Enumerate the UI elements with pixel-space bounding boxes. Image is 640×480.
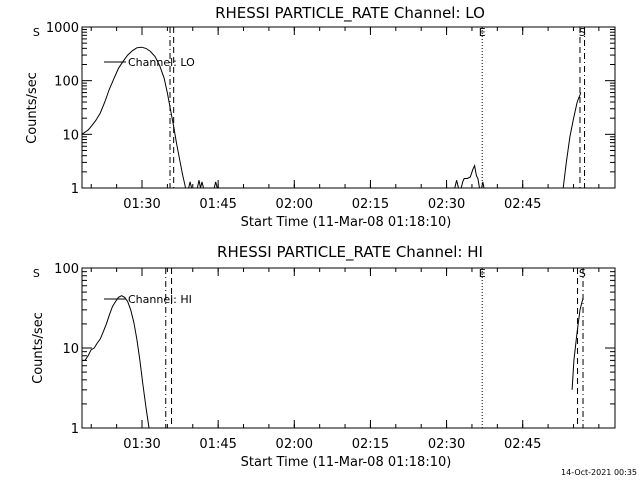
event-marker-label: E <box>479 267 486 280</box>
x-axis-label: Start Time (11-Mar-08 01:18:10) <box>241 215 452 230</box>
event-marker-label: S <box>579 267 586 280</box>
x-axis-label: Start Time (11-Mar-08 01:18:10) <box>241 455 452 470</box>
y-tick-label: 100 <box>54 75 79 90</box>
x-tick-label: 01:45 <box>199 197 236 212</box>
y-tick-label: 10 <box>62 342 79 357</box>
x-tick-label: 02:00 <box>276 437 313 452</box>
event-marker-label: S <box>33 267 40 280</box>
x-tick-label: 01:30 <box>123 437 160 452</box>
chart-panel-lo: RHESSI PARTICLE_RATE Channel: LO Start T… <box>25 4 616 230</box>
plot-frame <box>81 26 616 189</box>
x-tick-label: 02:15 <box>352 197 389 212</box>
y-tick-label: 10 <box>62 128 79 143</box>
legend-label: Channel: LO <box>128 56 195 69</box>
series-line <box>562 92 582 189</box>
x-tick-label: 01:30 <box>123 197 160 212</box>
y-axis-label: Counts/sec <box>31 312 46 384</box>
y-tick-label: 1000 <box>46 21 79 36</box>
series-line <box>454 180 459 189</box>
event-marker-label: S <box>579 26 586 39</box>
x-tick-label: 02:00 <box>276 197 313 212</box>
x-tick-label: 02:45 <box>504 437 541 452</box>
plot-frame <box>81 267 616 429</box>
y-tick-label: 1 <box>71 182 79 197</box>
series-line <box>82 295 150 429</box>
x-tick-label: 02:45 <box>504 197 541 212</box>
series-line <box>213 181 218 189</box>
y-axis-label: Counts/sec <box>25 72 40 144</box>
legend-label: Channel: HI <box>128 293 192 306</box>
x-tick-label: 01:45 <box>199 437 236 452</box>
y-tick-label: 1 <box>71 422 79 437</box>
chart-title: RHESSI PARTICLE_RATE Channel: LO <box>215 4 485 23</box>
x-tick-label: 02:30 <box>428 437 465 452</box>
chart-title: RHESSI PARTICLE_RATE Channel: HI <box>217 243 483 262</box>
event-marker-label: S <box>33 26 40 39</box>
event-marker-label: E <box>479 26 486 39</box>
series-line <box>460 164 480 189</box>
series-line <box>81 46 187 189</box>
series-line <box>188 181 193 189</box>
x-tick-label: 02:30 <box>428 197 465 212</box>
footer-timestamp: 14-Oct-2021 00:35 <box>561 468 637 477</box>
series-line <box>196 180 204 189</box>
y-tick-label: 100 <box>54 262 79 277</box>
x-tick-label: 02:15 <box>352 437 389 452</box>
series-line <box>571 297 584 390</box>
series-line <box>481 181 485 189</box>
chart-panel-hi: RHESSI PARTICLE_RATE Channel: HI Start T… <box>31 243 616 470</box>
